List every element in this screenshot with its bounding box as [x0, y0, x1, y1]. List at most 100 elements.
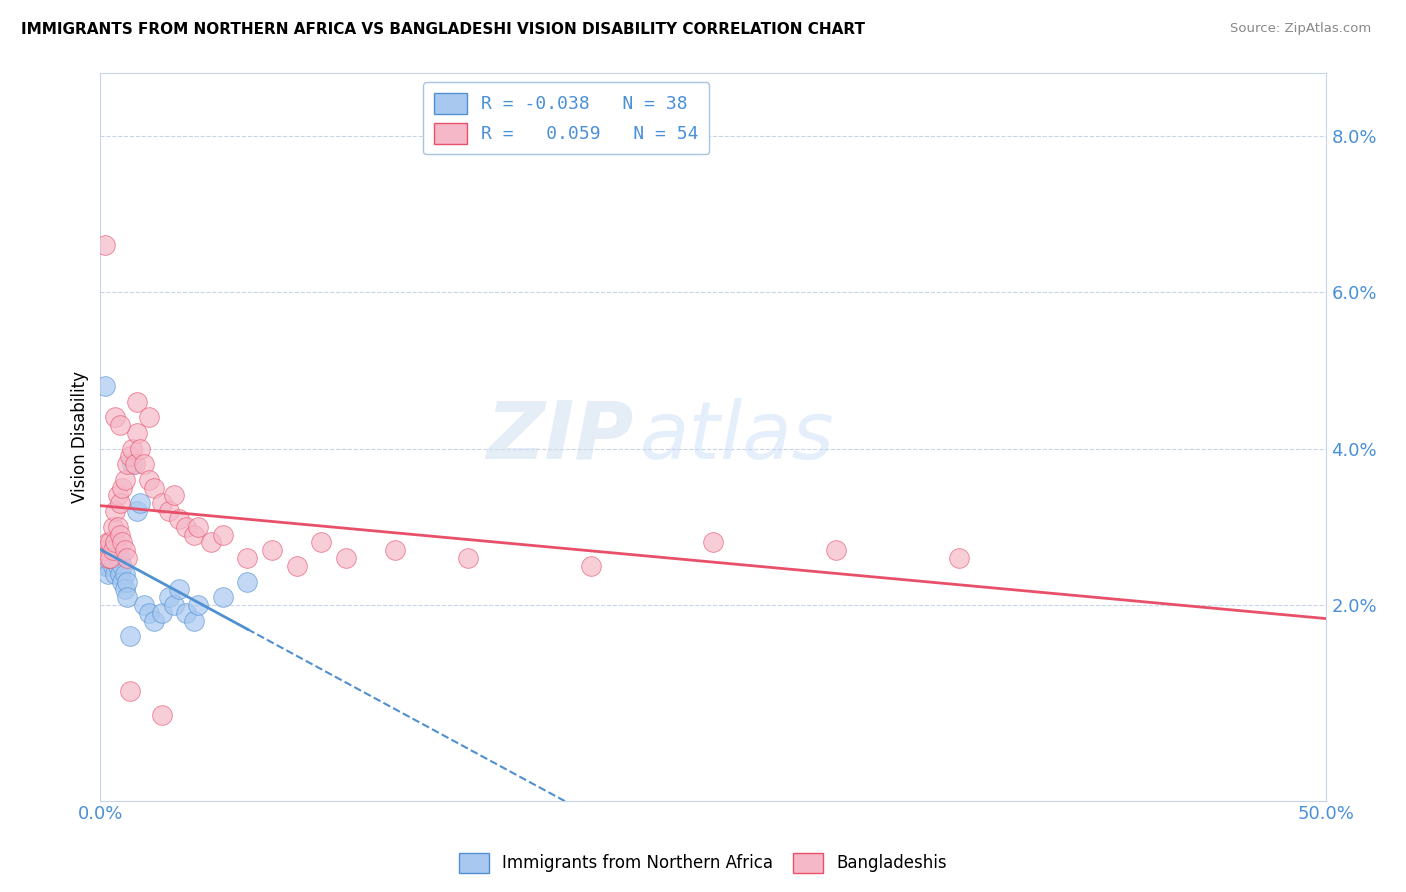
Point	[118, 684, 141, 698]
Point	[138, 606, 160, 620]
Point	[138, 410, 160, 425]
Point	[111, 574, 134, 589]
Point	[104, 410, 127, 425]
Point	[114, 566, 136, 581]
Point	[236, 551, 259, 566]
Point	[114, 543, 136, 558]
Text: IMMIGRANTS FROM NORTHERN AFRICA VS BANGLADESHI VISION DISABILITY CORRELATION CHA: IMMIGRANTS FROM NORTHERN AFRICA VS BANGL…	[21, 22, 865, 37]
Point	[127, 504, 149, 518]
Point	[98, 551, 121, 566]
Point	[335, 551, 357, 566]
Point	[117, 457, 139, 471]
Point	[825, 543, 848, 558]
Point	[97, 566, 120, 581]
Point	[101, 558, 124, 573]
Point	[117, 551, 139, 566]
Point	[702, 535, 724, 549]
Point	[104, 504, 127, 518]
Point	[94, 543, 117, 558]
Point	[138, 473, 160, 487]
Text: atlas: atlas	[640, 398, 835, 475]
Point	[150, 496, 173, 510]
Point	[98, 535, 121, 549]
Point	[150, 606, 173, 620]
Point	[127, 394, 149, 409]
Point	[104, 535, 127, 549]
Point	[174, 606, 197, 620]
Point	[108, 566, 131, 581]
Point	[107, 558, 129, 573]
Point	[94, 379, 117, 393]
Point	[167, 512, 190, 526]
Point	[104, 566, 127, 581]
Point	[384, 543, 406, 558]
Point	[157, 504, 180, 518]
Point	[134, 457, 156, 471]
Point	[167, 582, 190, 597]
Point	[111, 558, 134, 573]
Point	[91, 543, 114, 558]
Point	[127, 425, 149, 440]
Point	[150, 707, 173, 722]
Point	[104, 535, 127, 549]
Point	[121, 442, 143, 456]
Point	[948, 551, 970, 566]
Point	[134, 598, 156, 612]
Point	[212, 527, 235, 541]
Point	[183, 527, 205, 541]
Text: ZIP: ZIP	[486, 398, 634, 475]
Point	[121, 457, 143, 471]
Point	[163, 488, 186, 502]
Point	[94, 238, 117, 252]
Point	[309, 535, 332, 549]
Point	[107, 520, 129, 534]
Point	[97, 558, 120, 573]
Point	[128, 442, 150, 456]
Point	[124, 457, 146, 471]
Point	[187, 520, 209, 534]
Text: Source: ZipAtlas.com: Source: ZipAtlas.com	[1230, 22, 1371, 36]
Point	[212, 590, 235, 604]
Point	[117, 574, 139, 589]
Point	[108, 551, 131, 566]
Point	[101, 551, 124, 566]
Point	[157, 590, 180, 604]
Point	[183, 614, 205, 628]
Legend: R = -0.038   N = 38, R =   0.059   N = 54: R = -0.038 N = 38, R = 0.059 N = 54	[423, 82, 709, 154]
Point	[236, 574, 259, 589]
Point	[101, 520, 124, 534]
Legend: Immigrants from Northern Africa, Bangladeshis: Immigrants from Northern Africa, Banglad…	[453, 847, 953, 880]
Point	[107, 488, 129, 502]
Point	[98, 551, 121, 566]
Point	[97, 551, 120, 566]
Point	[111, 481, 134, 495]
Point	[107, 543, 129, 558]
Point	[143, 614, 166, 628]
Point	[91, 543, 114, 558]
Point	[111, 535, 134, 549]
Point	[285, 558, 308, 573]
Point	[118, 629, 141, 643]
Point	[163, 598, 186, 612]
Point	[118, 450, 141, 464]
Point	[101, 543, 124, 558]
Point	[94, 558, 117, 573]
Point	[94, 551, 117, 566]
Point	[579, 558, 602, 573]
Point	[187, 598, 209, 612]
Point	[114, 473, 136, 487]
Point	[117, 590, 139, 604]
Point	[114, 582, 136, 597]
Point	[128, 496, 150, 510]
Point	[143, 481, 166, 495]
Point	[200, 535, 222, 549]
Point	[108, 418, 131, 433]
Point	[260, 543, 283, 558]
Point	[98, 543, 121, 558]
Point	[97, 535, 120, 549]
Point	[457, 551, 479, 566]
Point	[108, 527, 131, 541]
Y-axis label: Vision Disability: Vision Disability	[72, 371, 89, 503]
Point	[174, 520, 197, 534]
Point	[108, 496, 131, 510]
